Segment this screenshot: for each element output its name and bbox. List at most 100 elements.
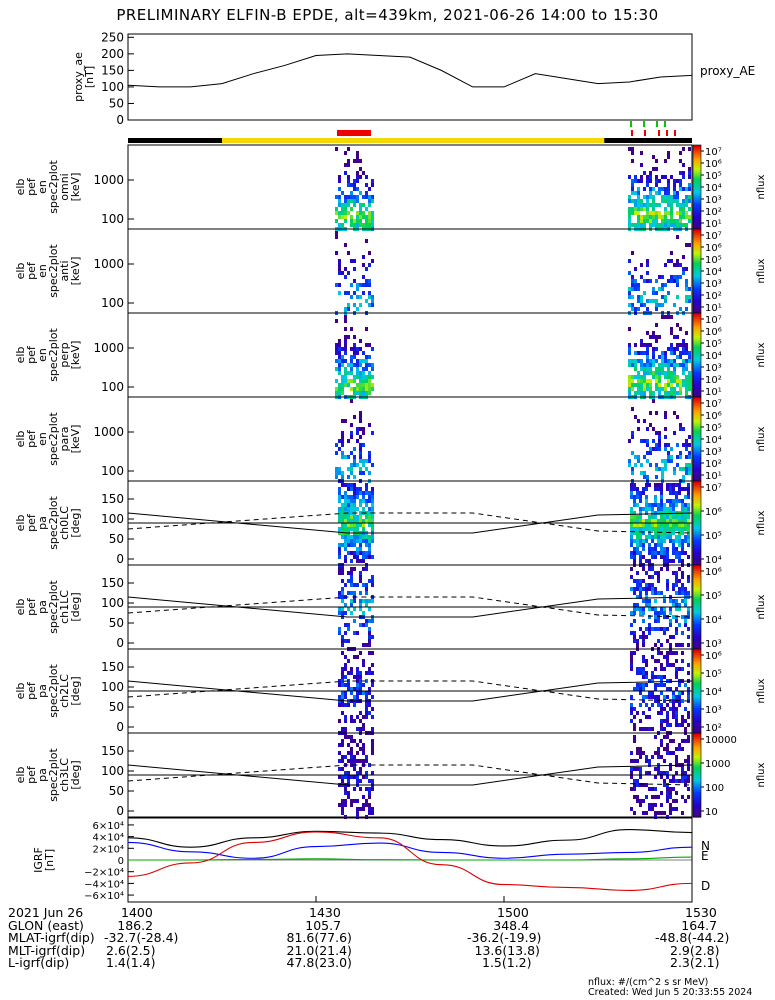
spectrogram-cell [676,211,679,215]
spectrogram-cell [681,631,684,635]
spectrogram-cell [347,511,350,515]
colorbar-segment [693,777,701,780]
spectrogram-cell [648,715,651,719]
spectrogram-cell [646,179,649,183]
spectrogram-cell [676,363,679,367]
spectrogram-cell [341,759,344,763]
spectrogram-cell [640,343,643,347]
colorbar-segment [693,703,701,707]
spectrogram-cell [672,699,675,703]
colorbar-segment [693,785,701,789]
spectrogram-cell [347,307,350,311]
spectrogram-cell [368,523,371,527]
ylabel-line: [deg] [68,508,82,538]
spectrogram-cell [664,351,667,355]
colorbar-segment [693,235,701,238]
spectrogram-cell [678,779,681,783]
spectrogram-cell [335,207,338,211]
spectrogram-cell [672,587,675,591]
spectrogram-cell [338,187,341,191]
spectrogram-cell [350,363,353,367]
spectrogram-cell [338,203,341,207]
spectrogram-cell [637,295,640,299]
spectrogram-cell [670,391,673,395]
spectrogram-cell [633,779,636,783]
colorbar-segment [693,539,701,543]
spectrogram-cell [646,207,649,211]
spectrogram-cell [353,195,356,199]
spectrogram-cell [663,615,666,619]
spectrogram-cell [660,719,663,723]
spectrogram-cell [651,655,654,659]
spectrogram-cell [657,539,660,543]
spectrogram-cell [350,259,353,263]
spectrogram-cell [642,667,645,671]
spectrogram-cell [645,659,648,663]
spectrogram-cell [672,507,675,511]
colorbar-segment [693,367,701,371]
spectrogram-cell [675,759,678,763]
spectrogram-cell [666,499,669,503]
spectrogram-cell [335,471,338,475]
spectrogram-cell [341,347,344,351]
colorbar-segment [693,151,701,154]
spectrogram-cell [681,559,684,563]
spectrogram-cell [353,591,356,595]
spectrogram-cell [670,331,673,335]
colorbar-segment [693,617,701,621]
spectrogram-cell [365,551,368,555]
spectrogram-cell [344,199,347,203]
spectrogram-cell [359,759,362,763]
spectrogram-cell [371,347,374,351]
spectrogram-cell [681,795,684,799]
spectrogram-cell [365,583,368,587]
spectrogram-cell [368,511,371,515]
spectrogram-cell [362,775,365,779]
spectrogram-cell [675,603,678,607]
spectrogram-cell [344,455,347,459]
colorbar-segment [693,581,701,585]
spectrogram-cell [634,179,637,183]
spectrogram-cell [664,263,667,267]
spectrogram-cell [628,439,631,443]
spectrogram-cell [667,315,670,319]
spectrogram-cell [651,671,654,675]
spectrogram-cell [667,183,670,187]
spectrogram-cell [651,555,654,559]
spectrogram-cell [675,491,678,495]
colorbar-segment [693,787,701,791]
spectrogram-cell [362,351,365,355]
spectrogram-cell [368,639,371,643]
spectrogram-cell [338,271,341,275]
spectrogram-cell [678,535,681,539]
spectrogram-cell [645,559,648,563]
spectrogram-cell [335,235,338,239]
spectrogram-cell [371,215,374,219]
spectrogram-cell [645,519,648,523]
spectrogram-cell [648,707,651,711]
spectrogram-cell [359,379,362,383]
spectrogram-cell [684,527,687,531]
colorbar-segment [693,344,701,348]
spectrogram-cell [678,607,681,611]
spectrogram-cell [652,335,655,339]
spectrogram-cell [648,507,651,511]
spectrogram-cell [670,315,673,319]
spectrogram-cell [643,471,646,475]
spectrogram-cell [350,431,353,435]
colorbar-segment [693,814,701,818]
pitch-tick-label: 0 [116,720,124,734]
spectrogram-cell [645,755,648,759]
colorbar-segment [693,506,701,509]
spectrogram-cell [670,215,673,219]
spectrogram-cell [660,723,663,727]
footer-row: 2021 Jun 26 1400 1430 1500 1530 [8,905,768,920]
spectrogram-cell [654,775,657,779]
footer-value: 1530 [685,905,717,920]
spectrogram-cell [645,683,648,687]
colorbar-segment [693,331,701,335]
spectrogram-cell [631,387,634,391]
spectrogram-cell [636,523,639,527]
colorbar-segment [693,745,701,749]
spectrogram-cell [675,667,678,671]
